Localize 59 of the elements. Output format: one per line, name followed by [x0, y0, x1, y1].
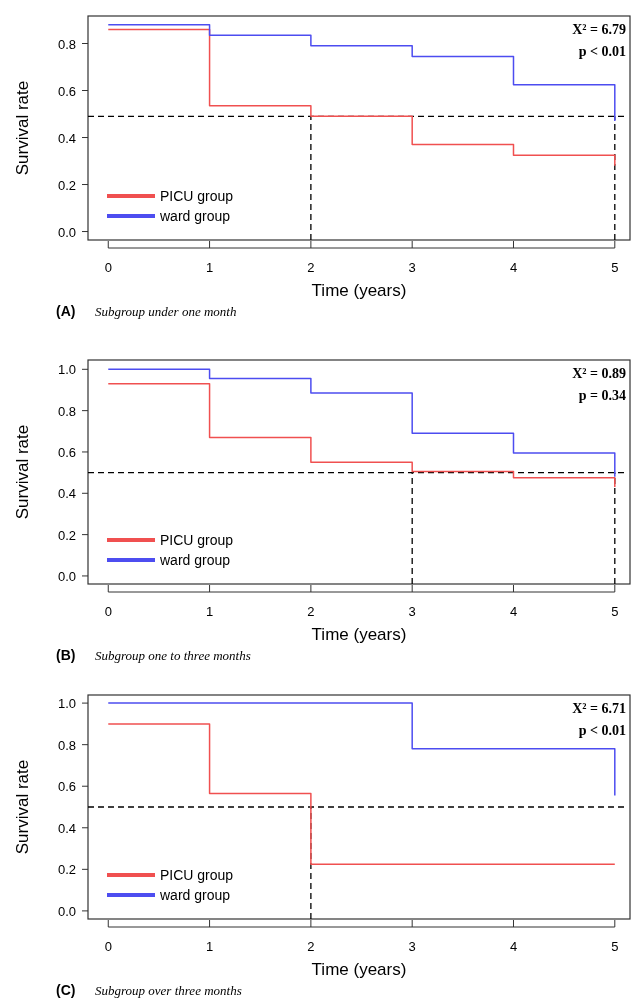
y-tick-label: 0.4 — [57, 820, 76, 836]
annotation: Χ² = 0.89 — [572, 366, 626, 381]
y-tick-label: 0.4 — [57, 130, 76, 146]
legend-label: PICU group — [160, 532, 234, 548]
y-tick-label: 0.2 — [57, 527, 76, 543]
annotation: Χ² = 6.79 — [572, 22, 626, 37]
x-tick-label: 4 — [509, 260, 518, 275]
text: Subgroup under one month — [95, 304, 237, 319]
legend-label: PICU group — [160, 867, 234, 883]
x-tick-label: 2 — [307, 604, 315, 619]
x-tick-label: 2 — [307, 939, 315, 954]
legend-label: ward group — [159, 208, 231, 224]
legend-label: ward group — [159, 552, 231, 568]
y-tick-label: 0.6 — [57, 83, 76, 99]
annotation: p < 0.01 — [578, 723, 626, 738]
y-tick-label: 0.0 — [57, 903, 76, 919]
x-tick-label: 1 — [205, 260, 214, 275]
x-tick-label: 2 — [307, 260, 315, 275]
x-tick-label: 5 — [611, 939, 619, 954]
x-tick-label: 0 — [104, 604, 112, 619]
annotation: p = 0.34 — [578, 388, 626, 403]
y-tick-label: 1.0 — [57, 696, 76, 712]
x-tick-label: 1 — [205, 604, 214, 619]
x-axis-title: Time (years) — [311, 960, 407, 979]
y-tick-label: 0.8 — [57, 737, 76, 753]
y-tick-label: 0.6 — [57, 444, 76, 460]
x-tick-label: 3 — [408, 939, 416, 954]
text: (A) — [56, 303, 76, 319]
x-tick-label: 4 — [509, 604, 518, 619]
x-tick-label: 5 — [611, 604, 619, 619]
y-tick-label: 0.2 — [57, 862, 76, 878]
y-axis-title: Survival rate — [13, 759, 32, 855]
y-tick-label: 0.8 — [57, 403, 76, 419]
y-tick-label: 0.0 — [57, 568, 76, 584]
x-tick-label: 3 — [408, 260, 416, 275]
text: (B) — [56, 647, 76, 663]
text: Subgroup over three months — [95, 983, 242, 998]
annotation: Χ² = 6.71 — [572, 701, 626, 716]
x-axis-title: Time (years) — [311, 281, 407, 300]
x-axis-title: Time (years) — [311, 625, 407, 644]
y-tick-label: 1.0 — [57, 362, 76, 378]
y-axis-title: Survival rate — [13, 424, 32, 520]
text: Subgroup one to three months — [95, 648, 251, 663]
x-tick-label: 1 — [205, 939, 214, 954]
x-tick-label: 0 — [104, 939, 112, 954]
legend-label: ward group — [159, 887, 231, 903]
annotation: p < 0.01 — [578, 44, 626, 59]
y-tick-label: 0.4 — [57, 486, 76, 502]
x-tick-label: 0 — [104, 260, 112, 275]
legend-label: PICU group — [160, 188, 234, 204]
y-tick-label: 0.2 — [57, 177, 76, 193]
x-tick-label: 4 — [509, 939, 518, 954]
x-tick-label: 5 — [611, 260, 619, 275]
x-tick-label: 3 — [408, 604, 416, 619]
y-tick-label: 0.8 — [57, 36, 76, 52]
text: (C) — [56, 982, 76, 998]
y-tick-label: 0.0 — [57, 224, 76, 240]
y-axis-title: Survival rate — [13, 80, 32, 176]
y-tick-label: 0.6 — [57, 779, 76, 795]
